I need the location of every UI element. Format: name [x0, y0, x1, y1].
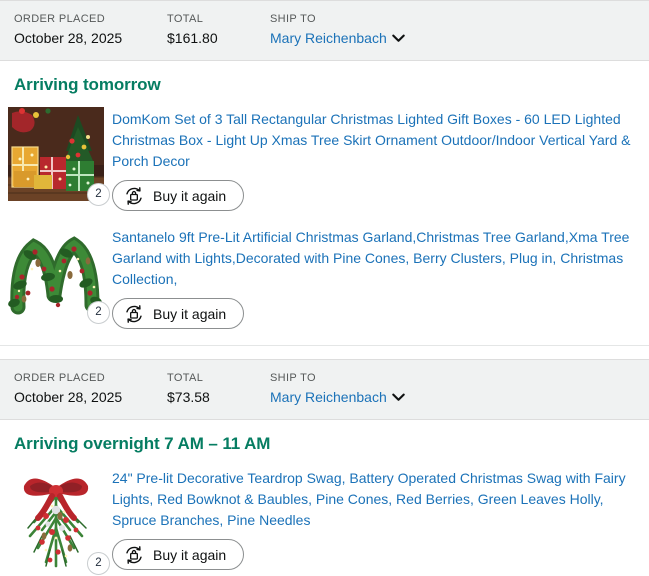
order-divider [0, 345, 649, 346]
buy-again-repeat-icon [124, 545, 144, 565]
product-thumbnail-wrap[interactable]: 2 [8, 466, 110, 575]
order-total-label: TOTAL [167, 372, 204, 384]
product-title-link[interactable]: Santanelo 9ft Pre-Lit Artificial Christm… [112, 229, 630, 287]
order-total-label: TOTAL [167, 13, 204, 25]
order-header-2: ORDER PLACED October 28, 2025 TOTAL $73.… [0, 359, 649, 420]
product-row: 2 24" Pre-lit Decorative Teardrop Swag, … [0, 460, 649, 576]
chevron-down-icon [391, 393, 405, 402]
order-shipto-column: SHIP TO Mary Reichenbach [270, 371, 635, 407]
product-row: 2 DomKom Set of 3 Tall Rectangular Chris… [0, 101, 649, 219]
order-placed-column: ORDER PLACED October 28, 2025 [14, 371, 167, 407]
delivery-block-2: Arriving overnight 7 AM – 11 AM [0, 420, 649, 460]
order-shipto-dropdown[interactable]: Mary Reichenbach [270, 29, 635, 48]
teardrop-swag-thumbnail[interactable] [8, 466, 104, 570]
order-placed-column: ORDER PLACED October 28, 2025 [14, 12, 167, 48]
delivery-block-1: Arriving tomorrow [0, 61, 649, 101]
buy-it-again-button[interactable]: Buy it again [112, 298, 245, 329]
order-total-value: $73.58 [167, 389, 210, 405]
buy-it-again-button[interactable]: Buy it again [112, 539, 245, 570]
gift-boxes-illustration [8, 107, 104, 201]
product-title-link[interactable]: DomKom Set of 3 Tall Rectangular Christm… [112, 111, 631, 169]
product-row: 2 Santanelo 9ft Pre-Lit Artificial Chris… [0, 219, 649, 337]
order-total-column: TOTAL $161.80 [167, 12, 270, 48]
product-thumbnail-wrap[interactable]: 2 [8, 107, 110, 206]
lighted-gift-boxes-thumbnail[interactable] [8, 107, 104, 201]
product-thumbnail-wrap[interactable]: 2 [8, 225, 110, 324]
product-details: Santanelo 9ft Pre-Lit Artificial Christm… [112, 225, 635, 329]
product-details: 24" Pre-lit Decorative Teardrop Swag, Ba… [112, 466, 635, 570]
order-shipto-name: Mary Reichenbach [270, 389, 387, 405]
order-placed-value: October 28, 2025 [14, 389, 123, 405]
quantity-badge: 2 [87, 552, 110, 575]
order-shipto-dropdown[interactable]: Mary Reichenbach [270, 388, 635, 407]
garland-illustration [8, 225, 104, 319]
order-placed-value: October 28, 2025 [14, 30, 123, 46]
buy-again-repeat-icon [124, 304, 144, 324]
buy-again-repeat-icon [124, 186, 144, 206]
order-shipto-name: Mary Reichenbach [270, 30, 387, 46]
product-title-link[interactable]: 24" Pre-lit Decorative Teardrop Swag, Ba… [112, 470, 626, 528]
order-total-column: TOTAL $73.58 [167, 371, 270, 407]
buy-it-again-label: Buy it again [153, 187, 227, 204]
christmas-garland-thumbnail[interactable] [8, 225, 104, 319]
buy-it-again-label: Buy it again [153, 546, 227, 563]
order-header-1: ORDER PLACED October 28, 2025 TOTAL $161… [0, 0, 649, 61]
order-shipto-column: SHIP TO Mary Reichenbach [270, 12, 635, 48]
quantity-badge: 2 [87, 301, 110, 324]
delivery-title: Arriving tomorrow [14, 75, 161, 94]
order-shipto-label: SHIP TO [270, 13, 316, 25]
chevron-down-icon [391, 34, 405, 43]
section-gap [0, 346, 649, 359]
order-placed-label: ORDER PLACED [14, 372, 105, 384]
product-details: DomKom Set of 3 Tall Rectangular Christm… [112, 107, 635, 211]
buy-it-again-button[interactable]: Buy it again [112, 180, 245, 211]
quantity-badge: 2 [87, 183, 110, 206]
buy-it-again-label: Buy it again [153, 305, 227, 322]
order-placed-label: ORDER PLACED [14, 13, 105, 25]
teardrop-swag-illustration [8, 466, 104, 570]
delivery-title: Arriving overnight 7 AM – 11 AM [14, 434, 271, 453]
order-total-value: $161.80 [167, 30, 218, 46]
order-shipto-label: SHIP TO [270, 372, 316, 384]
